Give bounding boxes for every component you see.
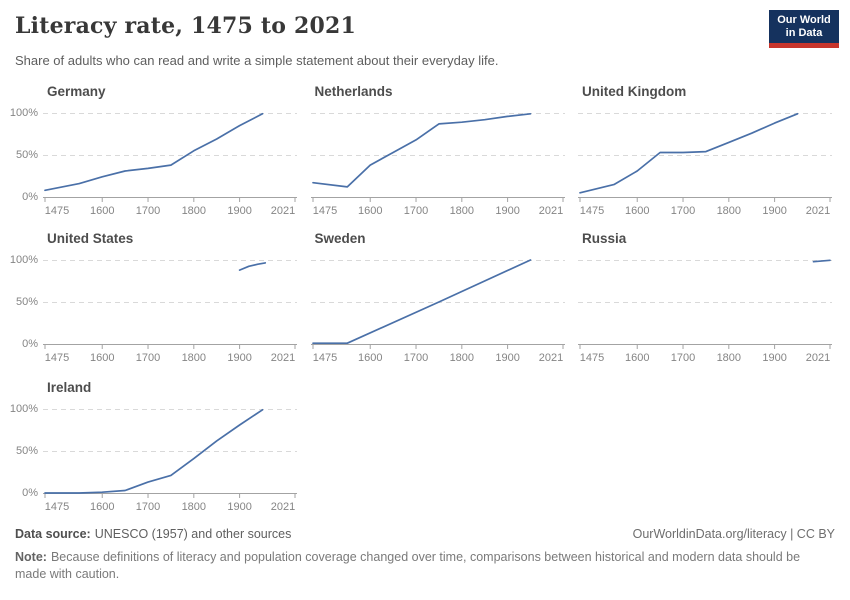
x-axis-label: 1900	[495, 205, 519, 217]
y-axis-label: 100%	[9, 403, 38, 415]
data-line-sweden	[311, 258, 531, 344]
x-axis-label: 2021	[806, 352, 830, 364]
x-axis-label: 1600	[90, 205, 114, 217]
chart-title-ireland: Ireland	[47, 380, 92, 395]
x-axis-label: 1900	[762, 205, 786, 217]
chart-title-russia: Russia	[582, 230, 627, 246]
chart-title-united-kingdom: United Kingdom	[582, 84, 687, 99]
line-chart-ireland: 1475 1600 1700 1800 1900 2021	[43, 408, 297, 513]
y-axis-label: 50%	[15, 295, 38, 308]
x-axis-label: 1900	[495, 352, 519, 364]
x-axis-label: 1475	[312, 352, 336, 364]
x-axis-label: 1700	[671, 205, 695, 217]
x-axis-label: 1900	[227, 501, 251, 513]
y-axis-label: 50%	[15, 149, 38, 161]
data-line-united-kingdom	[579, 112, 799, 194]
owid-link[interactable]: OurWorldinData.org/literacy | CC BY	[632, 527, 835, 541]
x-axis-label: 1800	[182, 501, 206, 513]
data-line-netherlands	[311, 112, 531, 188]
x-axis-label: 2021	[538, 352, 562, 364]
x-axis-label: 1700	[403, 352, 427, 364]
x-axis-label: 1700	[136, 501, 160, 513]
data-line-russia	[812, 258, 831, 263]
note-text: Because definitions of literacy and popu…	[15, 550, 801, 581]
line-chart-germany: 1475 1600 1700 1800 1900 2021	[43, 112, 297, 217]
footer-note: Note: Because definitions of literacy and…	[15, 549, 815, 583]
x-axis-label: 1800	[182, 205, 206, 217]
datasource-text: UNESCO (1957) and other sources	[94, 527, 292, 541]
line-chart-netherlands: 1475 1600 1700 1800 1900 2021	[310, 112, 565, 217]
x-axis-label: 1475	[580, 352, 604, 364]
x-axis-label: 2021	[271, 205, 295, 217]
x-axis-label: 1900	[762, 352, 786, 364]
x-axis-label: 1475	[580, 205, 604, 217]
x-axis-label: 1475	[312, 205, 336, 217]
x-axis-label: 1600	[625, 352, 649, 364]
data-line-ireland	[44, 408, 264, 494]
chart-title-germany: Germany	[47, 84, 106, 99]
x-axis-label: 1700	[136, 205, 160, 217]
y-axis-label: 0%	[22, 337, 38, 350]
y-axis-label: 50%	[15, 445, 38, 457]
chart-title-sweden: Sweden	[314, 230, 366, 246]
data-line-germany	[44, 112, 264, 192]
chart-title-united-states: United States	[47, 230, 134, 246]
x-axis-label: 1900	[227, 205, 251, 217]
datasource-line: Data source: UNESCO (1957) and other sour…	[15, 527, 291, 541]
x-axis-label: 1600	[357, 352, 381, 364]
line-chart-united-kingdom: 1475 1600 1700 1800 1900 2021	[578, 112, 832, 217]
x-axis-label: 1600	[357, 205, 381, 217]
x-axis-label: 2021	[271, 352, 295, 364]
y-axis-label: 0%	[22, 487, 38, 499]
line-chart-united-states: 1475 1600 1700 1800 1900 2021	[43, 259, 297, 364]
chart-title-netherlands: Netherlands	[314, 84, 393, 99]
x-axis-label: 2021	[271, 501, 295, 513]
x-axis-label: 1475	[45, 352, 69, 364]
x-axis-label: 1800	[182, 352, 206, 364]
x-axis-label: 1800	[449, 352, 473, 364]
line-chart-sweden: 1475 1600 1700 1800 1900 2021	[310, 258, 565, 364]
note-label: Note:	[15, 550, 47, 564]
x-axis-label: 1600	[90, 501, 114, 513]
x-axis-label: 1475	[45, 501, 69, 513]
owid-logo-line1: Our World	[777, 13, 831, 26]
page-subtitle: Share of adults who can read and write a…	[15, 53, 499, 68]
x-axis-label: 1475	[45, 205, 69, 217]
owid-logo-line2: in Data	[785, 26, 823, 39]
x-axis-label: 1900	[227, 352, 251, 364]
x-axis-label: 2021	[806, 205, 830, 217]
x-axis-label: 1800	[717, 352, 741, 364]
page-title: Literacy rate, 1475 to 2021	[15, 13, 357, 39]
y-axis-label: 100%	[9, 253, 38, 266]
data-line-united-states	[238, 261, 267, 271]
owid-logo[interactable]: Our World in Data	[769, 10, 839, 48]
line-chart-russia: 1475 1600 1700 1800 1900 2021	[578, 258, 832, 364]
x-axis-label: 1700	[136, 352, 160, 364]
y-axis-label: 100%	[9, 107, 38, 119]
datasource-label: Data source:	[15, 527, 91, 541]
x-axis-label: 1800	[717, 205, 741, 217]
x-axis-label: 1800	[449, 205, 473, 217]
x-axis-label: 1700	[403, 205, 427, 217]
x-axis-label: 1600	[625, 205, 649, 217]
x-axis-label: 1700	[671, 352, 695, 364]
y-axis-label: 0%	[22, 191, 38, 203]
x-axis-label: 2021	[538, 205, 562, 217]
x-axis-label: 1600	[90, 352, 114, 364]
